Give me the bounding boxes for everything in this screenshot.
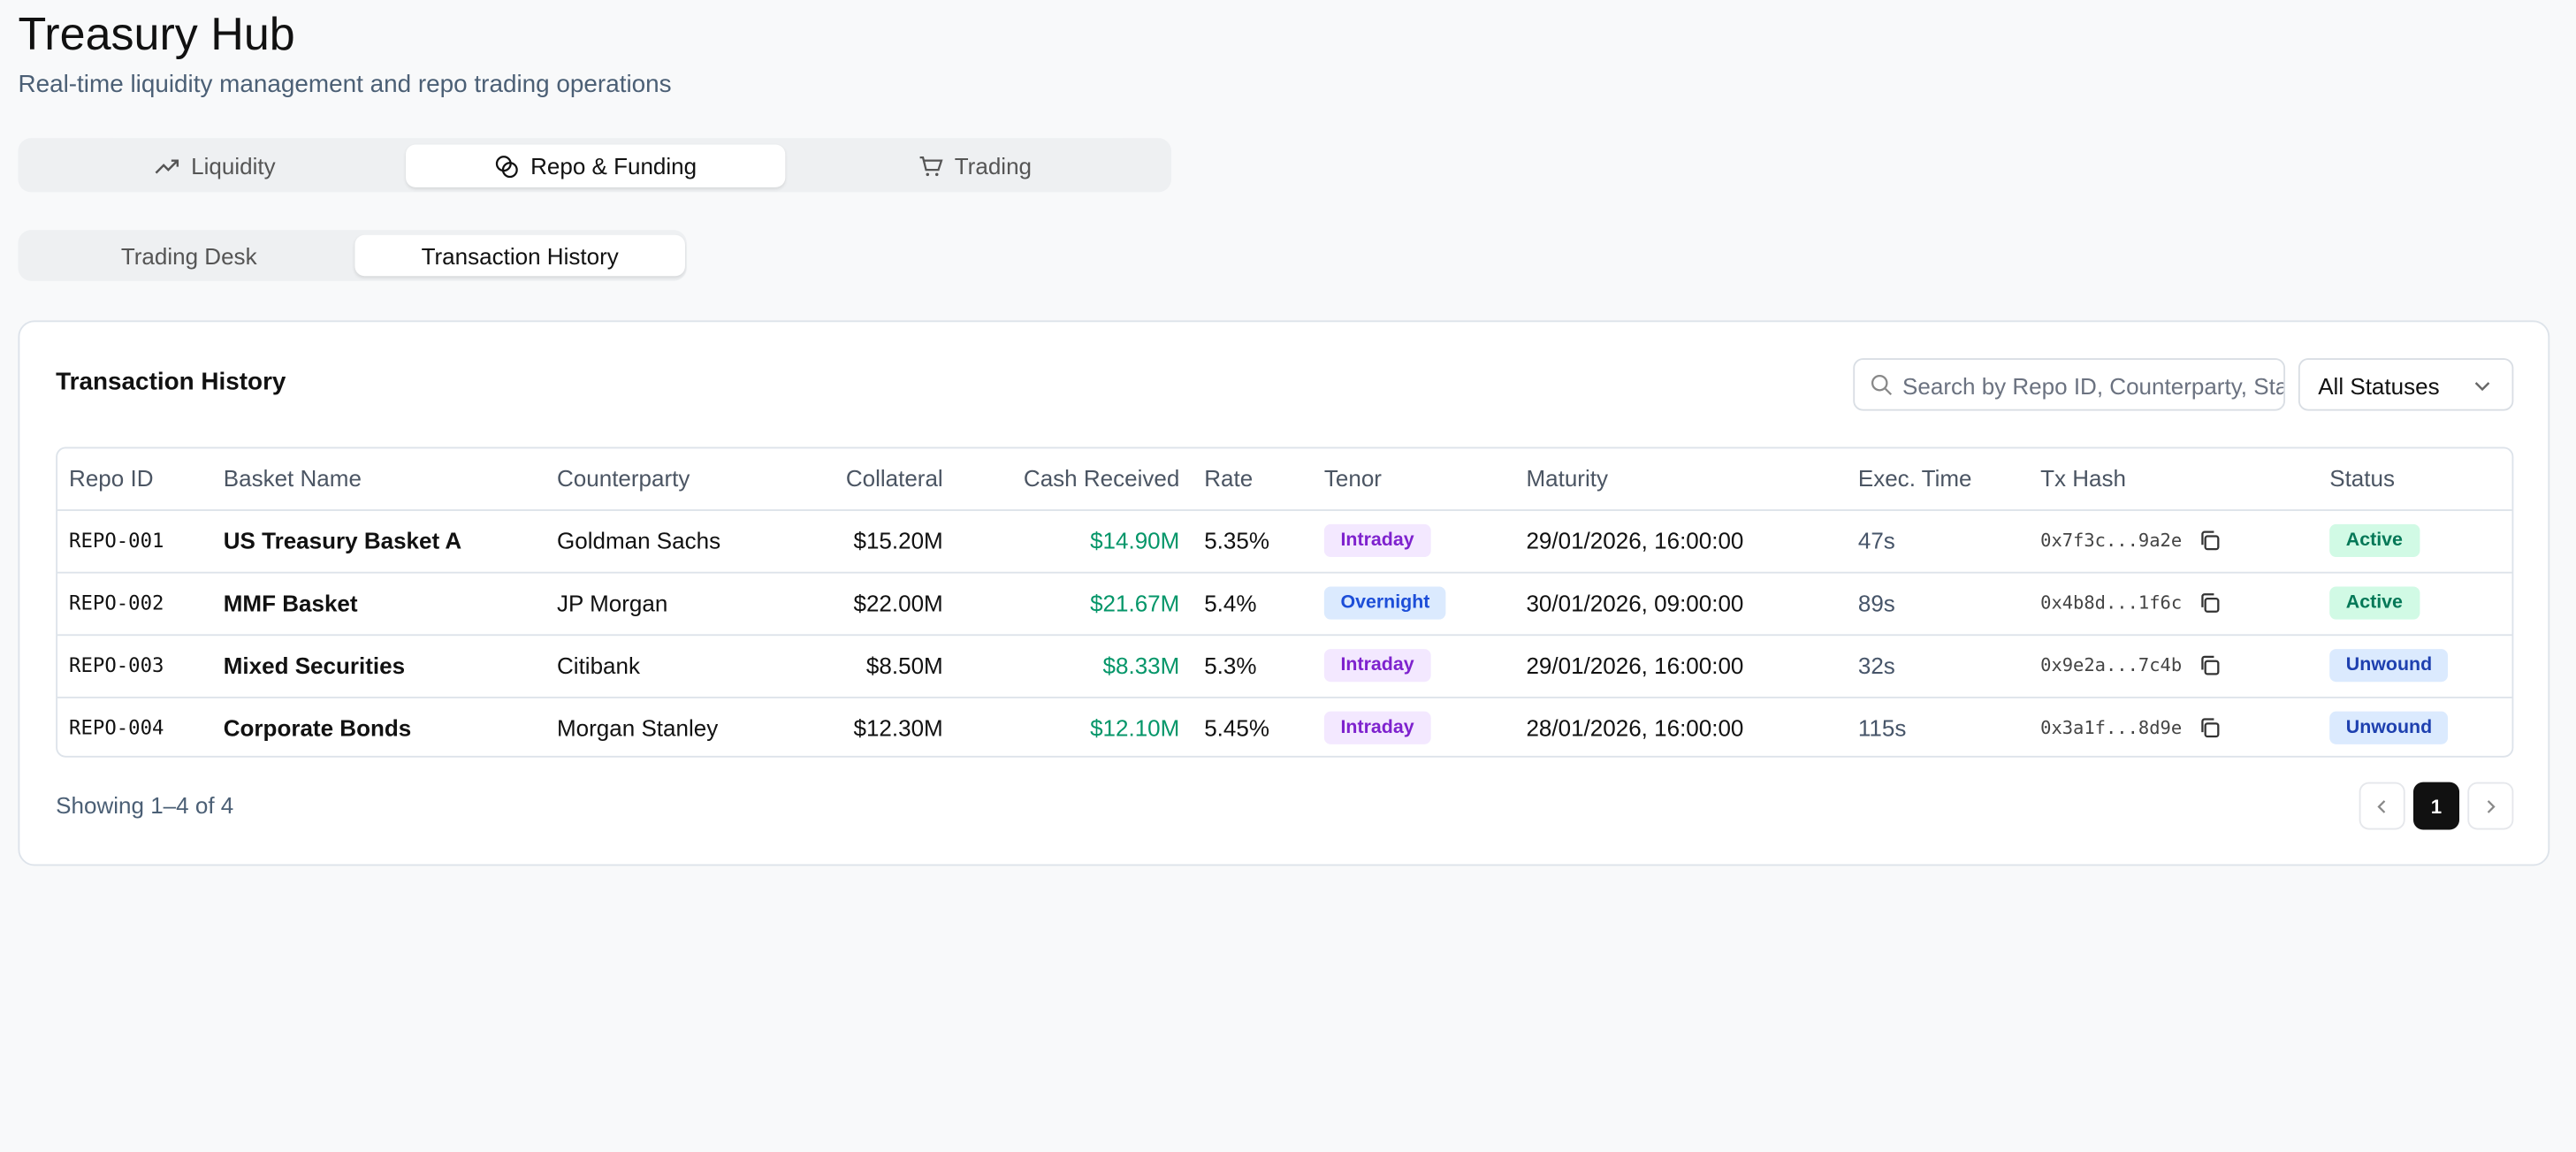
- cell: MMF Basket: [223, 590, 358, 616]
- cell: 89s: [1857, 590, 1895, 616]
- cell: $14.90M: [1090, 527, 1180, 554]
- subtab-bar: Trading Desk Transaction History: [18, 230, 687, 281]
- column-header: Tenor: [1323, 464, 1382, 492]
- badge: Active: [2329, 523, 2420, 557]
- cell: JP Morgan: [556, 590, 668, 616]
- tab-label: Transaction History: [421, 242, 619, 269]
- cell: 5.35%: [1204, 527, 1269, 554]
- copy-icon[interactable]: [2199, 529, 2222, 552]
- row-divider: [57, 571, 2512, 574]
- tab[interactable]: Liquidity: [25, 145, 406, 187]
- table: [56, 446, 2514, 758]
- tab[interactable]: Trading: [785, 145, 1164, 187]
- card-title: Transaction History: [56, 368, 286, 396]
- cell: 29/01/2026, 16:00:00: [1526, 652, 1744, 679]
- cell: 47s: [1857, 527, 1895, 554]
- copy-icon[interactable]: [2199, 716, 2222, 739]
- row-divider: [57, 634, 2512, 637]
- subtab[interactable]: Trading Desk: [25, 235, 354, 276]
- cell: 5.4%: [1204, 590, 1257, 616]
- column-header: Rate: [1204, 464, 1254, 492]
- icon: [2377, 799, 2386, 813]
- cell: 5.45%: [1204, 714, 1269, 742]
- cell: 32s: [1857, 652, 1895, 679]
- column-header: Tx Hash: [2040, 464, 2127, 492]
- icon: [156, 158, 179, 173]
- cell: REPO-002: [69, 591, 164, 615]
- cell: 0x4b8d...1f6c: [2040, 591, 2183, 614]
- column-header: Counterparty: [556, 464, 690, 492]
- column-header: Repo ID: [69, 464, 154, 492]
- icon: [495, 155, 518, 178]
- cell: $8.33M: [1102, 652, 1180, 679]
- column-header: Collateral: [845, 464, 943, 492]
- cell: 30/01/2026, 09:00:00: [1526, 590, 1744, 616]
- tab-label: Repo & Funding: [530, 152, 697, 179]
- cell: 0x3a1f...8d9e: [2040, 717, 2183, 739]
- icon: [2474, 382, 2490, 392]
- badge: Intraday: [1323, 711, 1431, 744]
- cell: REPO-003: [69, 653, 164, 677]
- next-button[interactable]: [2467, 782, 2514, 830]
- cell: $12.30M: [853, 714, 943, 742]
- placeholder: Search by Repo ID, Counterparty, Status.…: [1902, 372, 2283, 400]
- prev-button[interactable]: [2359, 782, 2405, 830]
- badge: Active: [2329, 586, 2420, 620]
- cell: Goldman Sachs: [556, 527, 721, 554]
- badge: Intraday: [1323, 649, 1431, 683]
- copy-icon[interactable]: [2199, 654, 2222, 677]
- page-subtitle: Real-time liquidity management and repo …: [18, 70, 672, 99]
- page-button[interactable]: 1: [2412, 782, 2460, 830]
- cell: $12.10M: [1090, 714, 1180, 742]
- cell: 29/01/2026, 16:00:00: [1526, 527, 1744, 554]
- cell: $8.50M: [865, 652, 943, 679]
- page-title: Treasury Hub: [18, 8, 295, 59]
- cell: Morgan Stanley: [556, 714, 719, 742]
- cell: $22.00M: [853, 590, 943, 616]
- cell: 115s: [1857, 714, 1907, 742]
- tab-label: Liquidity: [191, 152, 276, 179]
- tab-bar: Liquidity Repo & Funding Trading: [18, 138, 1172, 193]
- column-header: Basket Name: [223, 464, 362, 492]
- card: [18, 320, 2550, 866]
- status-filter[interactable]: All Statuses: [2298, 358, 2514, 411]
- tab-label: Trading Desk: [120, 242, 257, 269]
- row-divider: [57, 696, 2512, 698]
- tab-label: Trading: [954, 152, 1033, 179]
- badge: Unwound: [2329, 649, 2449, 683]
- search-input[interactable]: Search by Repo ID, Counterparty, Status.…: [1853, 358, 2286, 411]
- icon: [1871, 374, 1893, 396]
- cell: Citibank: [556, 652, 641, 679]
- cell: REPO-004: [69, 716, 164, 740]
- cell: 28/01/2026, 16:00:00: [1526, 714, 1744, 742]
- column-header: Cash Received: [1023, 464, 1180, 492]
- cell: 0x7f3c...9a2e: [2040, 530, 2183, 552]
- cell: 0x9e2a...7c4b: [2040, 654, 2183, 676]
- badge: Intraday: [1323, 523, 1431, 557]
- copy-icon[interactable]: [2199, 591, 2222, 614]
- column-header: Status: [2329, 464, 2395, 492]
- cell: $21.67M: [1090, 590, 1180, 616]
- filter-label: All Statuses: [2318, 372, 2440, 400]
- cell: REPO-001: [69, 529, 164, 553]
- badge: Unwound: [2329, 711, 2449, 744]
- column-header: Maturity: [1526, 464, 1608, 492]
- tab[interactable]: Repo & Funding: [406, 144, 786, 187]
- icon: [2487, 799, 2496, 813]
- cell: US Treasury Basket A: [223, 527, 462, 554]
- badge: Overnight: [1323, 586, 1446, 620]
- icon: [919, 156, 943, 176]
- column-header: Exec. Time: [1857, 464, 1972, 492]
- row-divider: [57, 509, 2512, 511]
- cell: Mixed Securities: [223, 652, 406, 679]
- cell: $15.20M: [853, 527, 943, 554]
- cell: 5.3%: [1204, 652, 1257, 679]
- cell: Corporate Bonds: [223, 714, 412, 742]
- pagination-summary: Showing 1–4 of 4: [56, 791, 234, 819]
- subtab[interactable]: Transaction History: [354, 234, 685, 277]
